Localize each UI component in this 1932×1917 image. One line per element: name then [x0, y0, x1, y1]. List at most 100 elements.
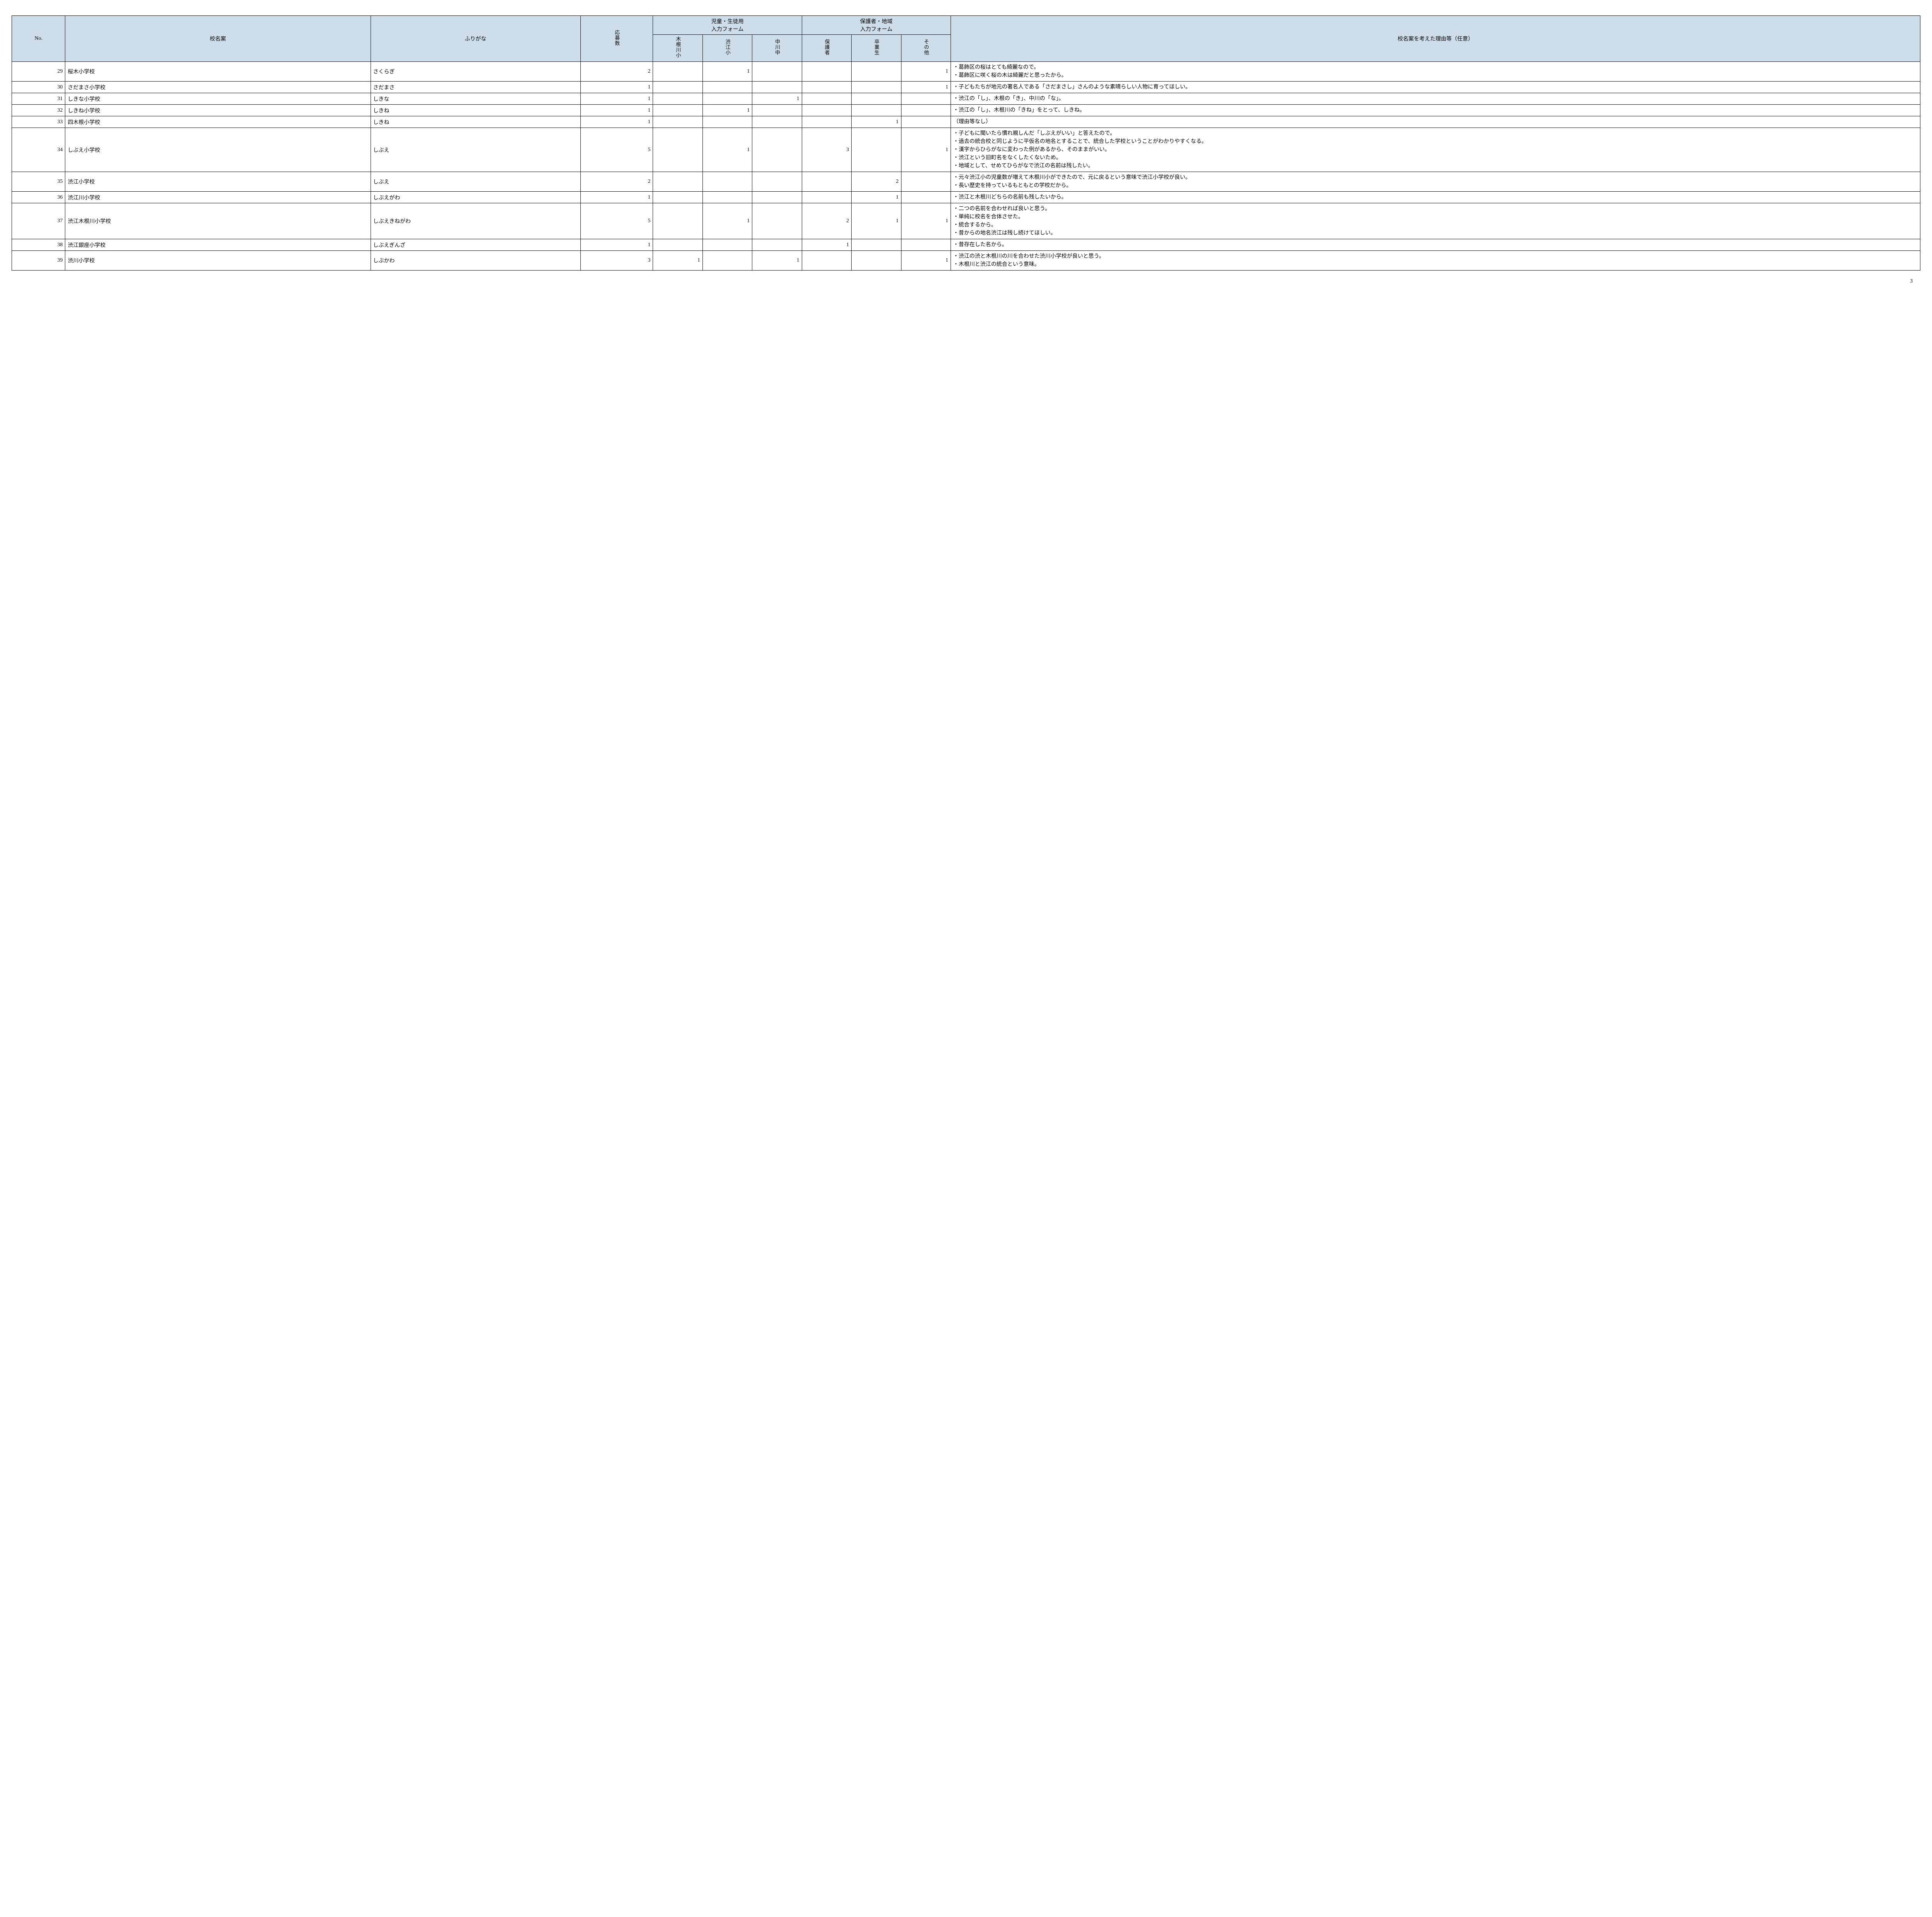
cell-sotsugyo: 2: [852, 172, 901, 192]
cell-no: 39: [12, 251, 65, 271]
cell-nakagawa: [752, 128, 802, 172]
cell-hogosha: [802, 62, 851, 82]
cell-sonota: 1: [901, 128, 951, 172]
cell-sonota: 1: [901, 82, 951, 93]
cell-nakagawa: 1: [752, 251, 802, 271]
cell-name: 渋江銀座小学校: [65, 239, 371, 251]
cell-name: しぶえ小学校: [65, 128, 371, 172]
cell-nakagawa: 1: [752, 93, 802, 105]
cell-sotsugyo: 1: [852, 203, 901, 239]
cell-no: 34: [12, 128, 65, 172]
cell-reason: ・渋江の「し」、木根の「き」、中川の「な」。: [951, 93, 1920, 105]
cell-oubo: 5: [580, 128, 653, 172]
table-row: 36渋江川小学校しぶえがわ11・渋江と木根川どちらの名前も残したいから。: [12, 192, 1920, 203]
cell-shibue: [702, 116, 752, 128]
cell-shibue: 1: [702, 105, 752, 116]
cell-kinegawa: [653, 203, 702, 239]
cell-reason: ・渋江の「し」、木根川の「きね」をとって、しきね。: [951, 105, 1920, 116]
cell-nakagawa: [752, 192, 802, 203]
cell-shibue: 1: [702, 203, 752, 239]
cell-name: 四木根小学校: [65, 116, 371, 128]
header-sotsugyo: 卒業生: [852, 35, 901, 62]
cell-hogosha: [802, 251, 851, 271]
cell-furigana: さくらぎ: [371, 62, 580, 82]
cell-hogosha: [802, 116, 851, 128]
header-reason: 校名案を考えた理由等（任意）: [951, 16, 1920, 62]
cell-name: 渋川小学校: [65, 251, 371, 271]
header-sonota: その他: [901, 35, 951, 62]
cell-reason: ・子どもたちが地元の著名人である「さだまさし」さんのような素晴らしい人物に育って…: [951, 82, 1920, 93]
header-no: No.: [12, 16, 65, 62]
cell-furigana: しきね: [371, 105, 580, 116]
cell-hogosha: 1: [802, 239, 851, 251]
table-header: No. 校名案 ふりがな 応募数 児童・生徒用 入力フォーム 保護者・地域 入力…: [12, 16, 1920, 62]
cell-furigana: しきな: [371, 93, 580, 105]
cell-nakagawa: [752, 105, 802, 116]
cell-name: しきね小学校: [65, 105, 371, 116]
header-shibue: 渋江小: [702, 35, 752, 62]
cell-furigana: しぶえ: [371, 128, 580, 172]
cell-reason: ・葛飾区の桜はとても綺麗なので。 ・葛飾区に咲く桜の木は綺麗だと思ったから。: [951, 62, 1920, 82]
cell-kinegawa: [653, 82, 702, 93]
cell-furigana: しぶかわ: [371, 251, 580, 271]
cell-sotsugyo: [852, 93, 901, 105]
cell-reason: ・渋江と木根川どちらの名前も残したいから。: [951, 192, 1920, 203]
cell-hogosha: [802, 192, 851, 203]
table-row: 34しぶえ小学校しぶえ5131・子どもに聞いたら慣れ親しんだ「しぶえがいい」と答…: [12, 128, 1920, 172]
cell-reason: （理由等なし）: [951, 116, 1920, 128]
cell-sotsugyo: [852, 128, 901, 172]
table-row: 30さだまさ小学校さだまさ11・子どもたちが地元の著名人である「さだまさし」さん…: [12, 82, 1920, 93]
cell-oubo: 1: [580, 82, 653, 93]
header-guardian-form: 保護者・地域 入力フォーム: [802, 16, 951, 35]
cell-oubo: 5: [580, 203, 653, 239]
cell-sonota: [901, 172, 951, 192]
cell-furigana: しぶえきねがわ: [371, 203, 580, 239]
cell-nakagawa: [752, 239, 802, 251]
cell-nakagawa: [752, 82, 802, 93]
cell-name: 渋江川小学校: [65, 192, 371, 203]
cell-sotsugyo: 1: [852, 116, 901, 128]
cell-furigana: しぶえぎんざ: [371, 239, 580, 251]
header-nakagawa: 中川中: [752, 35, 802, 62]
cell-hogosha: [802, 105, 851, 116]
header-kinegawa: 木根川小: [653, 35, 702, 62]
cell-hogosha: [802, 93, 851, 105]
cell-sotsugyo: [852, 82, 901, 93]
table-row: 37渋江木根川小学校しぶえきねがわ51211・二つの名前を合わせれば良いと思う。…: [12, 203, 1920, 239]
cell-no: 29: [12, 62, 65, 82]
cell-name: 渋江小学校: [65, 172, 371, 192]
cell-no: 36: [12, 192, 65, 203]
cell-kinegawa: [653, 93, 702, 105]
cell-sotsugyo: [852, 251, 901, 271]
cell-oubo: 1: [580, 239, 653, 251]
cell-reason: ・二つの名前を合わせれば良いと思う。 ・単純に校名を合体させた。 ・統合するから…: [951, 203, 1920, 239]
table-body: 29桜木小学校さくらぎ211・葛飾区の桜はとても綺麗なので。 ・葛飾区に咲く桜の…: [12, 62, 1920, 271]
table-row: 29桜木小学校さくらぎ211・葛飾区の桜はとても綺麗なので。 ・葛飾区に咲く桜の…: [12, 62, 1920, 82]
cell-kinegawa: [653, 105, 702, 116]
cell-no: 38: [12, 239, 65, 251]
cell-shibue: [702, 239, 752, 251]
cell-nakagawa: [752, 62, 802, 82]
cell-shibue: [702, 251, 752, 271]
cell-sotsugyo: 1: [852, 192, 901, 203]
cell-oubo: 2: [580, 172, 653, 192]
cell-name: 桜木小学校: [65, 62, 371, 82]
cell-kinegawa: [653, 239, 702, 251]
cell-oubo: 1: [580, 192, 653, 203]
cell-shibue: [702, 93, 752, 105]
cell-name: さだまさ小学校: [65, 82, 371, 93]
cell-kinegawa: [653, 192, 702, 203]
cell-kinegawa: [653, 172, 702, 192]
cell-sotsugyo: [852, 105, 901, 116]
cell-shibue: [702, 172, 752, 192]
cell-sonota: [901, 93, 951, 105]
cell-oubo: 1: [580, 116, 653, 128]
header-student-form: 児童・生徒用 入力フォーム: [653, 16, 802, 35]
cell-oubo: 2: [580, 62, 653, 82]
cell-sonota: 1: [901, 62, 951, 82]
cell-reason: ・渋江の渋と木根川の川を合わせた渋川小学校が良いと思う。 ・木根川と渋江の統合と…: [951, 251, 1920, 271]
table-row: 35渋江小学校しぶえ22・元々渋江小の児童数が増えて木根川小ができたので、元に戻…: [12, 172, 1920, 192]
cell-kinegawa: [653, 116, 702, 128]
cell-sonota: [901, 105, 951, 116]
cell-reason: ・元々渋江小の児童数が増えて木根川小ができたので、元に戻るという意味で渋江小学校…: [951, 172, 1920, 192]
